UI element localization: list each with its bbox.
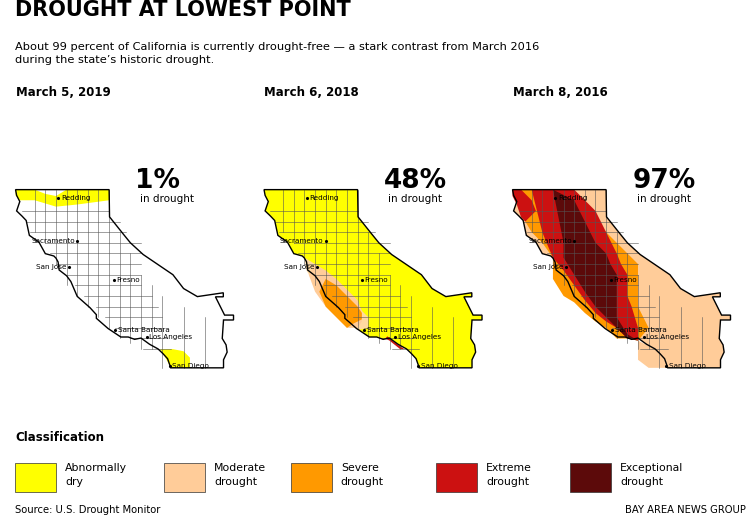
Text: San Diego: San Diego bbox=[172, 363, 209, 369]
Bar bbox=[131, 164, 241, 214]
Text: Extreme: Extreme bbox=[486, 463, 532, 473]
Text: Abnormally: Abnormally bbox=[65, 463, 127, 473]
Text: San Diego: San Diego bbox=[421, 363, 457, 369]
Text: Moderate: Moderate bbox=[214, 463, 266, 473]
Text: San Diego: San Diego bbox=[669, 363, 706, 369]
Bar bbox=[380, 164, 489, 214]
Polygon shape bbox=[513, 190, 536, 221]
Text: in drought: in drought bbox=[637, 194, 691, 204]
Text: Redding: Redding bbox=[61, 195, 90, 201]
Text: Los Angeles: Los Angeles bbox=[646, 334, 689, 340]
Text: March 5, 2019: March 5, 2019 bbox=[16, 86, 111, 99]
Polygon shape bbox=[521, 190, 648, 341]
Text: Los Angeles: Los Angeles bbox=[149, 334, 192, 340]
Text: Sacramento: Sacramento bbox=[280, 238, 323, 244]
Polygon shape bbox=[638, 341, 668, 368]
Polygon shape bbox=[160, 349, 190, 368]
Polygon shape bbox=[319, 279, 362, 328]
Text: Sacramento: Sacramento bbox=[32, 238, 75, 244]
Text: Fresno: Fresno bbox=[116, 277, 140, 283]
Polygon shape bbox=[309, 264, 362, 328]
Polygon shape bbox=[532, 190, 638, 341]
Polygon shape bbox=[553, 190, 638, 341]
Text: March 8, 2016: March 8, 2016 bbox=[513, 86, 608, 99]
Bar bbox=[628, 164, 738, 214]
Text: 1%: 1% bbox=[136, 168, 180, 194]
Text: About 99 percent of California is currently drought-free — a stark contrast from: About 99 percent of California is curren… bbox=[15, 42, 539, 65]
Text: Exceptional: Exceptional bbox=[620, 463, 684, 473]
Bar bbox=[15, 463, 56, 492]
Text: Source: U.S. Drought Monitor: Source: U.S. Drought Monitor bbox=[15, 504, 160, 515]
Bar bbox=[164, 463, 205, 492]
Text: Fresno: Fresno bbox=[613, 277, 637, 283]
Text: in drought: in drought bbox=[389, 194, 443, 204]
Text: Classification: Classification bbox=[15, 431, 104, 444]
Text: Redding: Redding bbox=[309, 195, 339, 201]
Text: Sacramento: Sacramento bbox=[529, 238, 572, 244]
Bar bbox=[436, 463, 477, 492]
Text: BAY AREA NEWS GROUP: BAY AREA NEWS GROUP bbox=[625, 504, 745, 515]
Text: Fresno: Fresno bbox=[364, 277, 389, 283]
Text: dry: dry bbox=[65, 477, 83, 487]
Polygon shape bbox=[513, 190, 730, 368]
Text: drought: drought bbox=[486, 477, 529, 487]
Text: Severe: Severe bbox=[341, 463, 379, 473]
Polygon shape bbox=[264, 190, 482, 368]
Text: in drought: in drought bbox=[140, 194, 194, 204]
Text: Santa Barbara: Santa Barbara bbox=[367, 327, 418, 332]
Text: Santa Barbara: Santa Barbara bbox=[615, 327, 666, 332]
Polygon shape bbox=[513, 190, 730, 368]
Polygon shape bbox=[264, 190, 482, 368]
Text: Redding: Redding bbox=[558, 195, 587, 201]
Text: drought: drought bbox=[620, 477, 663, 487]
Text: San Jose: San Jose bbox=[533, 265, 563, 270]
Text: San Jose: San Jose bbox=[36, 265, 66, 270]
Text: Los Angeles: Los Angeles bbox=[398, 334, 441, 340]
Text: 48%: 48% bbox=[384, 168, 447, 194]
Text: Santa Barbara: Santa Barbara bbox=[118, 327, 169, 332]
Polygon shape bbox=[304, 258, 368, 330]
Text: drought: drought bbox=[214, 477, 257, 487]
Polygon shape bbox=[16, 190, 109, 207]
Text: 97%: 97% bbox=[633, 168, 696, 194]
Bar bbox=[291, 463, 332, 492]
Polygon shape bbox=[16, 190, 233, 368]
Text: drought: drought bbox=[341, 477, 384, 487]
Text: San Jose: San Jose bbox=[285, 265, 315, 270]
Polygon shape bbox=[386, 337, 404, 349]
Text: March 6, 2018: March 6, 2018 bbox=[264, 86, 359, 99]
Bar bbox=[570, 463, 611, 492]
Text: DROUGHT AT LOWEST POINT: DROUGHT AT LOWEST POINT bbox=[15, 0, 351, 20]
